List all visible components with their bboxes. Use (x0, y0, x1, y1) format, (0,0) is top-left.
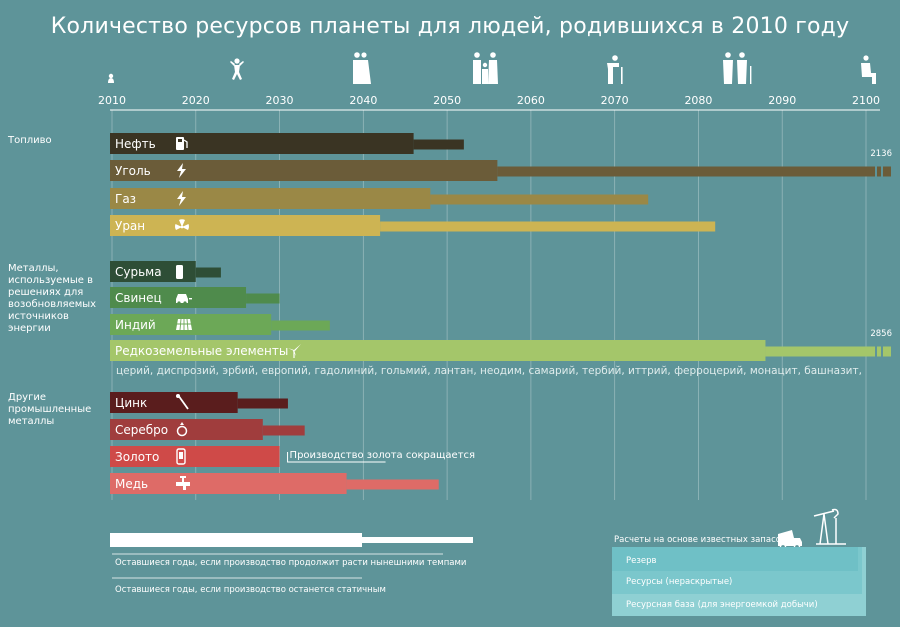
growth-bar (110, 133, 414, 154)
family-icon (473, 52, 498, 84)
category-labels: Топливо Металлы, используемые в решениях дл… (7, 135, 96, 427)
growth-bar (110, 188, 431, 209)
x-tick-label: 2010 (98, 94, 126, 107)
overflow-year-label: 2136 (870, 149, 892, 159)
car-icon (176, 294, 192, 305)
overflow-year-label: 2856 (870, 329, 892, 339)
rare-earth-list: церий, диспрозий, эрбий, европий, гадоли… (116, 365, 862, 377)
static-bar (262, 425, 305, 436)
bar-label: Золото (115, 450, 159, 464)
static-bar (237, 398, 288, 409)
bar-label: Нефть (115, 137, 156, 151)
radiation-icon (175, 219, 189, 230)
axis-break-mark (875, 165, 877, 177)
axis-break-mark (881, 345, 883, 357)
bar-label: Уран (115, 219, 145, 233)
legend-box-title: Расчеты на основе известных запасов: (614, 535, 789, 545)
adult-with-cane-icon (607, 55, 623, 84)
legend-base-text: Ресурсная база (для энергоемкой добычи) (626, 600, 818, 610)
legend-resources-text: Ресурсы (нераскрытые) (626, 577, 732, 587)
growth-bar (110, 392, 238, 413)
bar-label: Серебро (115, 423, 168, 437)
battery-icon (176, 265, 183, 279)
legend-growth-text: Оставшиеся годы, если производство продо… (115, 558, 466, 568)
growth-bar (110, 473, 347, 494)
bar-label: Сурьма (115, 265, 162, 279)
child-jumping-icon (230, 58, 244, 80)
static-bar (380, 221, 716, 232)
group-label: Другие промышленные металлы (8, 392, 91, 427)
static-bar (195, 267, 221, 278)
bars-layer: Нефть 2136 Уголь Газ Уран Сурьма Свинец Индий 28… (110, 133, 892, 494)
static-bar (765, 346, 891, 357)
x-tick-label: 2050 (433, 94, 461, 107)
x-tick-label: 2090 (768, 94, 796, 107)
group-label: Топливо (7, 135, 52, 146)
legend-reserves: Расчеты на основе известных запасов: Рез… (612, 508, 866, 616)
x-tick-label: 2040 (349, 94, 377, 107)
baby-icon (108, 73, 114, 83)
legend-growth-static: Оставшиеся годы, если производство продо… (110, 533, 473, 595)
elderly-seated-icon (861, 55, 876, 84)
couple-wedding-icon (353, 52, 371, 84)
bar-label: Медь (115, 477, 148, 491)
growth-bar (110, 160, 498, 181)
legend-reserve-box (612, 547, 858, 571)
legend-static-text: Оставшиеся годы, если производство остан… (115, 585, 386, 595)
x-tick-label: 2100 (852, 94, 880, 107)
x-tick-label: 2080 (684, 94, 712, 107)
group-label: Металлы, используемые в решениях для возобн… (8, 263, 96, 334)
x-tick-label: 2070 (601, 94, 629, 107)
elderly-couple-icon (723, 52, 752, 84)
static-bar (497, 166, 891, 177)
bar-label: Цинк (115, 396, 147, 410)
bar-label: Газ (115, 192, 136, 206)
lightning-icon (177, 163, 186, 178)
axis-break-mark (881, 165, 883, 177)
static-bar (346, 479, 439, 490)
gold-annotation-bracket (287, 452, 386, 463)
static-bar (413, 139, 464, 150)
phone-icon (176, 448, 186, 465)
bar-label: Индий (115, 318, 156, 332)
static-bar (430, 194, 649, 205)
growth-bar (110, 446, 280, 467)
static-bar (246, 293, 280, 304)
faucet-icon (176, 476, 190, 490)
solar-panel-icon (176, 318, 192, 331)
dump-truck-icon (778, 530, 802, 551)
fuel-pump-icon (176, 137, 188, 150)
growth-bar (110, 340, 766, 361)
legend-growth-bar (110, 533, 362, 547)
wrench-icon (176, 394, 189, 410)
static-bar (271, 320, 330, 331)
x-tick-label: 2030 (266, 94, 294, 107)
lightning-icon (177, 191, 186, 206)
gold-annotation: Производство золота сокращается (290, 450, 476, 461)
x-tick-label: 2020 (182, 94, 210, 107)
ring-icon (176, 422, 188, 437)
bar-label: Редкоземельные элементы (115, 344, 288, 358)
bar-label: Уголь (115, 164, 151, 178)
oil-pump-icon (813, 508, 846, 545)
growth-bar (110, 215, 381, 236)
x-tick-label: 2060 (517, 94, 545, 107)
axis-break-mark (875, 345, 877, 357)
legend-static-bar (362, 537, 473, 543)
legend-reserve-text: Резерв (626, 556, 657, 566)
wind-turbine-icon (288, 344, 301, 358)
growth-bar (110, 261, 196, 282)
page-title: Количество ресурсов планеты для людей, р… (50, 14, 850, 39)
bar-label: Свинец (115, 291, 162, 305)
age-figures (108, 52, 876, 84)
